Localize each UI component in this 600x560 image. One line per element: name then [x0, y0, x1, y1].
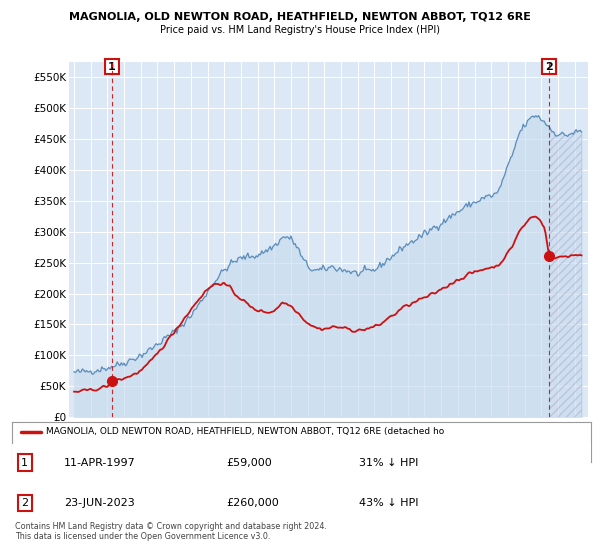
Text: 11-APR-1997: 11-APR-1997	[64, 458, 136, 468]
Text: 23-JUN-2023: 23-JUN-2023	[64, 498, 135, 508]
Text: 1: 1	[21, 458, 28, 468]
Text: 1: 1	[108, 62, 116, 72]
Text: 43% ↓ HPI: 43% ↓ HPI	[359, 498, 419, 508]
Text: £260,000: £260,000	[226, 498, 279, 508]
Text: Contains HM Land Registry data © Crown copyright and database right 2024.
This d: Contains HM Land Registry data © Crown c…	[15, 522, 327, 542]
Text: MAGNOLIA, OLD NEWTON ROAD, HEATHFIELD, NEWTON ABBOT, TQ12 6RE (detached ho: MAGNOLIA, OLD NEWTON ROAD, HEATHFIELD, N…	[46, 427, 444, 436]
Text: £59,000: £59,000	[226, 458, 272, 468]
Text: HPI: Average price, detached house, Teignbridge: HPI: Average price, detached house, Teig…	[46, 449, 266, 458]
Text: 2: 2	[21, 498, 28, 508]
Text: 2: 2	[545, 62, 553, 72]
Text: MAGNOLIA, OLD NEWTON ROAD, HEATHFIELD, NEWTON ABBOT, TQ12 6RE: MAGNOLIA, OLD NEWTON ROAD, HEATHFIELD, N…	[69, 12, 531, 22]
Text: 31% ↓ HPI: 31% ↓ HPI	[359, 458, 419, 468]
Text: Price paid vs. HM Land Registry's House Price Index (HPI): Price paid vs. HM Land Registry's House …	[160, 25, 440, 35]
